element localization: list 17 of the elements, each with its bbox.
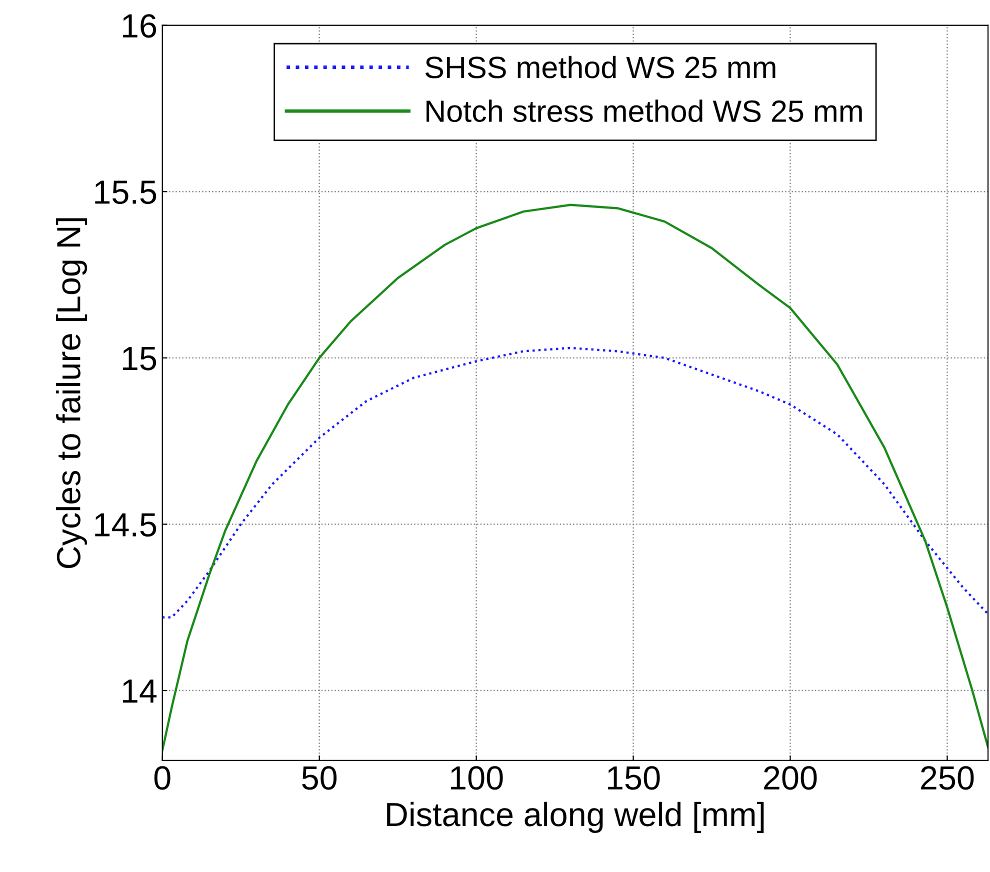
- x-tick-label: 250: [921, 766, 974, 790]
- y-tick-label: 15: [122, 347, 156, 370]
- y-tick-label: 15.5: [95, 180, 156, 204]
- x-tick-label: 150: [608, 766, 660, 790]
- y-tick-label: 16: [122, 14, 156, 38]
- x-axis-title: Distance along weld [mm]: [387, 802, 764, 833]
- line-series: [162, 204, 988, 752]
- x-tick-label: 200: [764, 766, 817, 790]
- legend-label: Notch stress method WS 25 mm: [426, 100, 862, 122]
- y-tick-label: 14: [122, 680, 157, 703]
- x-tick-label: 100: [451, 766, 503, 790]
- x-tick-label: 50: [302, 766, 337, 790]
- y-axis-title: Cycles to failure [Log N]: [56, 218, 88, 568]
- legend-label: SHSS method WS 25 mm: [425, 56, 776, 78]
- line-series: [162, 346, 988, 618]
- y-tick-label: 14.5: [95, 513, 156, 537]
- x-tick-label: 0: [154, 766, 170, 790]
